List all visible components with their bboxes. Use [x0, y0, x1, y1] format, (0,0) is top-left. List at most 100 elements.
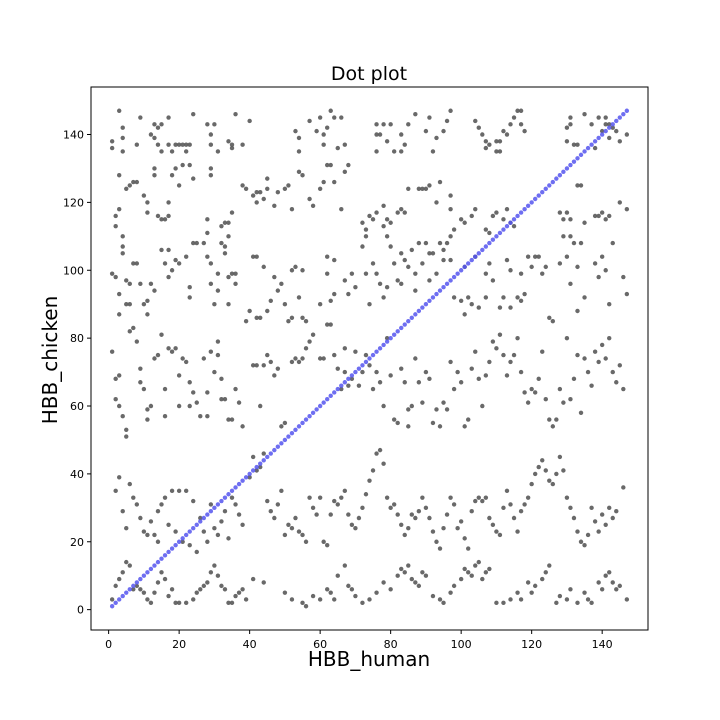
match-point [603, 217, 608, 222]
diagonal-point [198, 519, 203, 524]
match-point [399, 149, 404, 154]
y-tick-label: 0 [77, 604, 84, 617]
match-point [289, 359, 295, 365]
match-point [430, 593, 436, 599]
match-point [328, 298, 333, 304]
match-point [226, 234, 231, 239]
match-point [325, 125, 330, 130]
match-point [501, 128, 506, 134]
diagonal-point [497, 230, 503, 236]
match-point [402, 142, 407, 147]
match-point [487, 359, 492, 365]
match-point [377, 281, 383, 287]
match-point [339, 206, 344, 212]
diagonal-point [561, 169, 566, 175]
match-point [518, 298, 524, 304]
match-point [219, 397, 224, 402]
match-point [592, 261, 598, 266]
match-point [117, 206, 122, 212]
match-point [437, 240, 443, 246]
match-point [409, 576, 414, 582]
match-point [127, 481, 132, 487]
match-point [582, 220, 587, 225]
diagonal-point [360, 363, 365, 368]
match-point [575, 352, 580, 358]
match-point [194, 590, 199, 595]
match-point [300, 315, 305, 320]
match-point [399, 366, 404, 371]
diagonal-point [229, 488, 235, 494]
match-point [286, 318, 291, 324]
match-point [550, 424, 556, 429]
match-point [494, 346, 499, 351]
match-point [589, 122, 594, 127]
diagonal-point [402, 322, 407, 327]
match-point [497, 149, 503, 154]
match-point [169, 349, 175, 354]
match-point [547, 478, 552, 483]
match-point [395, 210, 400, 215]
match-point [141, 529, 147, 534]
match-point [250, 254, 256, 259]
match-point [543, 264, 548, 270]
match-point [219, 583, 224, 589]
diagonal-point [536, 193, 541, 198]
match-point [145, 200, 150, 205]
diagonal-point [335, 386, 340, 392]
match-point [303, 318, 309, 324]
diagonal-point [589, 142, 594, 147]
match-point [229, 145, 235, 151]
match-point [614, 128, 619, 134]
match-point [342, 346, 348, 351]
match-point [222, 220, 228, 225]
match-point [194, 400, 199, 405]
match-point [434, 539, 439, 544]
diagonal-point [596, 135, 601, 141]
match-point [592, 145, 598, 151]
diagonal-point [339, 383, 344, 388]
match-point [391, 149, 397, 154]
match-point [250, 193, 256, 198]
match-point [592, 519, 598, 524]
match-point [339, 115, 344, 120]
match-point [152, 135, 157, 141]
match-point [254, 468, 259, 473]
diagonal-point [437, 288, 443, 293]
match-point [494, 529, 499, 534]
diagonal-point [152, 563, 157, 568]
match-point [120, 125, 125, 130]
match-point [240, 183, 245, 188]
match-point [455, 525, 460, 531]
match-point [205, 230, 210, 236]
match-point [582, 111, 587, 117]
match-point [176, 261, 182, 266]
match-point [388, 373, 393, 378]
match-point [169, 268, 175, 273]
match-point [540, 576, 545, 582]
match-point [473, 498, 478, 504]
match-point [522, 390, 527, 395]
match-point [293, 515, 298, 521]
match-point [321, 179, 326, 185]
diagonal-point [332, 390, 337, 395]
match-point [525, 495, 531, 500]
match-point [402, 532, 407, 538]
match-point [247, 118, 252, 124]
match-point [226, 274, 231, 280]
match-point [504, 257, 510, 263]
diagonal-point [261, 458, 266, 463]
match-point [441, 525, 446, 531]
x-axis-label: HBB_human [308, 647, 430, 671]
match-point [159, 502, 164, 507]
match-point [120, 234, 125, 239]
diagonal-point [325, 397, 330, 402]
match-point [437, 597, 443, 602]
match-point [109, 597, 115, 602]
match-point [582, 542, 587, 548]
match-point [155, 539, 161, 544]
match-point [617, 363, 622, 368]
match-point [289, 268, 295, 273]
match-point [356, 515, 362, 521]
match-point [353, 285, 358, 290]
match-point [466, 417, 471, 422]
